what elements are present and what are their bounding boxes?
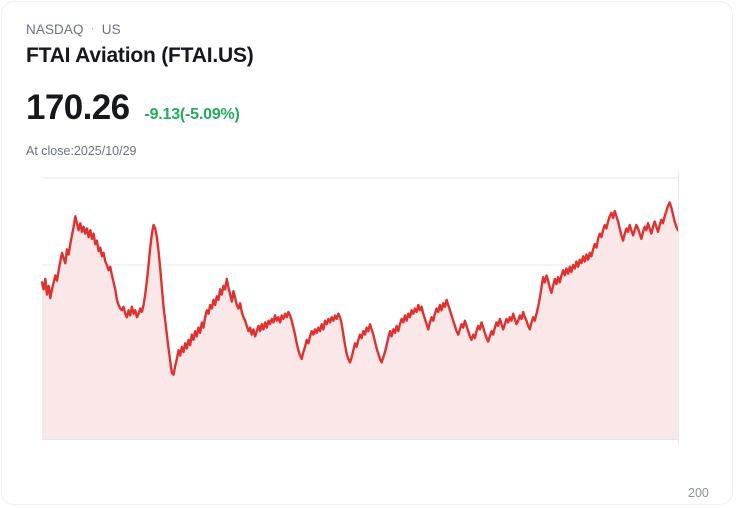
chart-area-fill <box>42 202 678 439</box>
close-timestamp: At close:2025/10/29 <box>26 144 137 158</box>
price-row: 170.26 -9.13(-5.09%) <box>26 87 732 128</box>
chart-line <box>40 201 680 376</box>
page-title: FTAI Aviation (FTAI.US) <box>26 44 254 67</box>
region-label: US <box>101 22 121 37</box>
price-chart[interactable]: 20015010050 10/2801/1303/2706/1008/22 <box>2 162 733 500</box>
price-change: -9.13(-5.09%) <box>144 106 240 123</box>
exchange-line: NASDAQ · US <box>26 21 732 38</box>
price-value: 170.26 <box>26 88 130 127</box>
exchange-separator: · <box>90 21 95 35</box>
chart-canvas[interactable] <box>2 162 733 477</box>
exchange-name: NASDAQ <box>26 22 84 37</box>
quote-header: NASDAQ · US FTAI Aviation (FTAI.US) 170.… <box>2 2 732 159</box>
y-axis-tick-label: 200 <box>688 486 709 500</box>
